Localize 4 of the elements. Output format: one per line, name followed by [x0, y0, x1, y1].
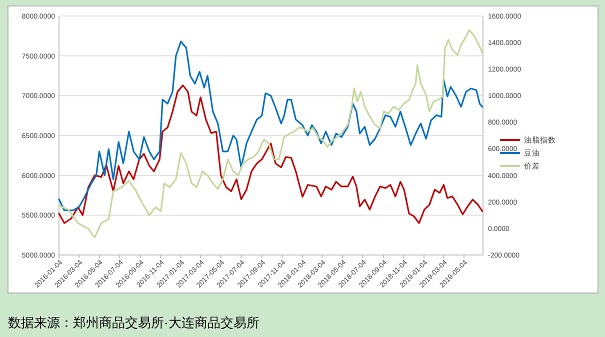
- line-series: [58, 84, 484, 224]
- source-note: 数据来源：郑州商品交易所·大连商品交易所: [8, 315, 260, 330]
- line-series: [58, 29, 484, 238]
- line-series: [58, 40, 484, 212]
